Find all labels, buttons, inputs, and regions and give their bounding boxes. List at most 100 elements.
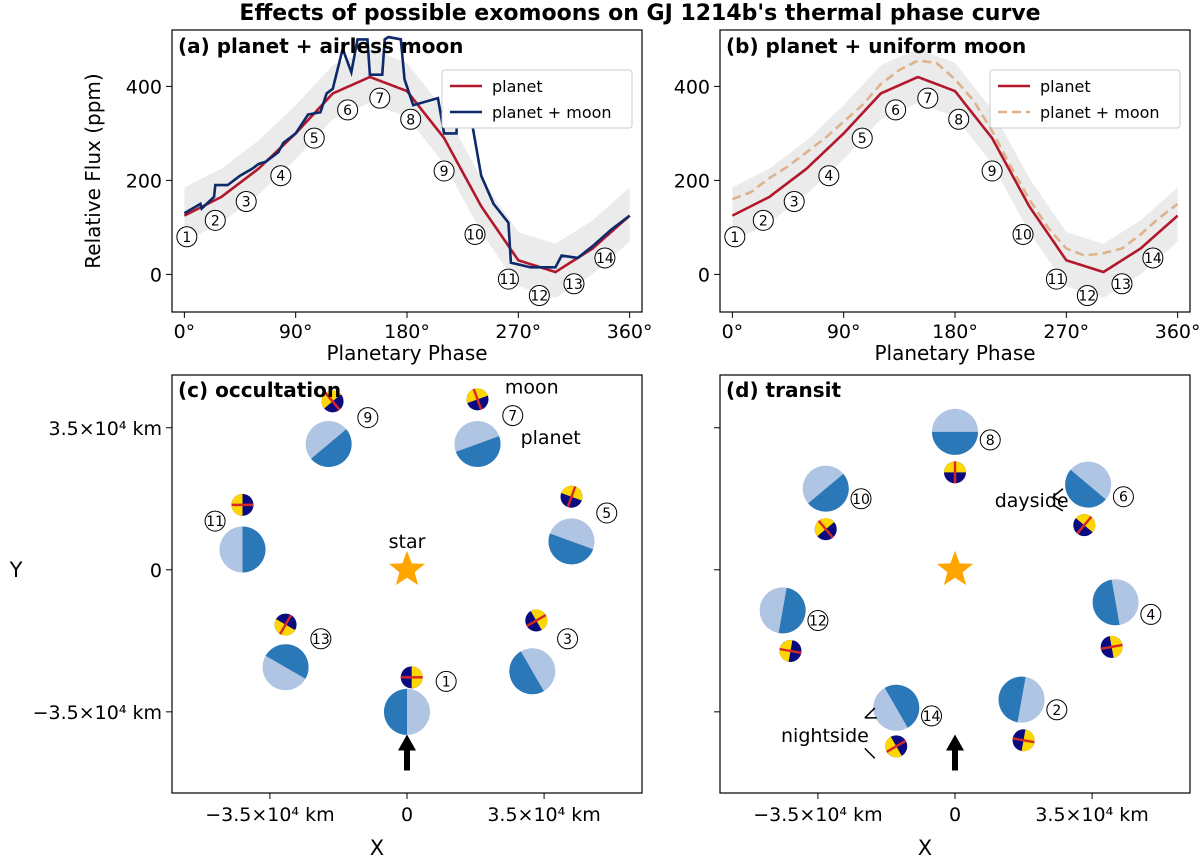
x-tick-label: 3.5×10⁴ km <box>487 804 600 826</box>
y-tick-label: 200 <box>126 170 162 192</box>
x-tick-label: 270° <box>1043 321 1089 343</box>
phase-marker-label: 4 <box>276 169 285 185</box>
body-index-label: 7 <box>508 409 517 425</box>
body-index-circle <box>502 405 524 427</box>
moon-terminator-stripe <box>1076 515 1093 535</box>
body-index-circle <box>435 670 457 692</box>
body-index-circle <box>357 407 379 429</box>
phase-marker-label: 5 <box>310 131 319 147</box>
body-index-circle <box>807 610 829 632</box>
phase-marker-label: 14 <box>596 251 614 267</box>
y-tick-label: 200 <box>674 170 710 192</box>
phase-marker-circle <box>204 209 226 231</box>
phase-marker-circle <box>528 285 550 307</box>
phase-marker-label: 3 <box>790 195 799 211</box>
moon-terminator-stripe <box>324 392 341 411</box>
y-tick-label: 0 <box>150 560 162 582</box>
phase-marker-label: 5 <box>858 131 867 147</box>
phase-marker-label: 3 <box>242 195 251 211</box>
uncertainty-band <box>732 48 1178 298</box>
body-index-label: 14 <box>923 709 941 725</box>
moon-terminator-stripe <box>817 520 834 539</box>
y-tick-label: 3.5×10⁴ km <box>49 418 162 440</box>
panel-title: (c) occultation <box>178 378 341 402</box>
phase-marker-label: 12 <box>530 289 548 305</box>
x-axis-label: X <box>918 836 932 859</box>
observer-arrow-shaft <box>952 748 958 771</box>
phase-marker-circle <box>818 165 840 187</box>
y-tick-label: 0 <box>150 264 162 286</box>
moon-terminator-stripe <box>886 739 907 753</box>
x-axis-label: Planetary Phase <box>874 341 1035 365</box>
moon-label: moon <box>505 376 559 398</box>
x-tick-label: 0° <box>174 321 196 343</box>
legend-label-planet: planet <box>1040 77 1091 96</box>
phase-marker-circle <box>400 108 422 130</box>
x-tick-label: 3.5×10⁴ km <box>1035 804 1148 826</box>
x-axis-label: Planetary Phase <box>326 341 487 365</box>
phase-marker-label: 2 <box>759 213 768 229</box>
phase-marker-label: 6 <box>343 103 352 119</box>
x-tick-label: 0° <box>722 321 744 343</box>
star-icon <box>388 550 426 586</box>
body-index-circle <box>596 502 618 524</box>
moon-terminator-stripe <box>526 613 547 628</box>
observer-arrow-head <box>946 734 964 751</box>
body-index-label: 13 <box>312 632 330 648</box>
phase-marker-label: 10 <box>466 227 484 243</box>
x-tick-label: −3.5×10⁴ km <box>205 804 334 826</box>
phase-marker-label: 11 <box>500 272 518 288</box>
phase-marker-label: 1 <box>182 230 191 246</box>
body-index-label: 1 <box>442 674 451 690</box>
x-axis-label: X <box>370 836 384 859</box>
y-axis-label: Y <box>9 558 23 582</box>
observer-arrow-head <box>398 734 416 751</box>
phase-marker-label: 10 <box>1014 227 1032 243</box>
planet-day-half <box>778 587 806 634</box>
panel-title: (d) transit <box>726 378 841 402</box>
phase-marker-circle <box>752 209 774 231</box>
x-tick-label: 180° <box>384 321 430 343</box>
moon-terminator-stripe <box>779 647 802 655</box>
moon-terminator-stripe <box>472 388 483 411</box>
planet-curve <box>183 75 631 274</box>
phase-marker-circle <box>594 247 616 269</box>
phase-marker-circle <box>464 223 486 245</box>
body-index-circle <box>1112 486 1134 508</box>
planet-day-half <box>932 431 978 455</box>
body-index-circle <box>204 510 226 532</box>
moon-terminator-stripe <box>279 614 293 635</box>
figure-title: Effects of possible exomoons on GJ 1214b… <box>239 1 1040 26</box>
planet-day-half <box>509 651 544 695</box>
phase-marker-circle <box>176 226 198 248</box>
phase-marker-circle <box>1012 223 1034 245</box>
y-axis-label: Relative Flux (ppm) <box>81 73 105 268</box>
panel-title: (a) planet + airless moon <box>178 34 463 58</box>
planet-day-half <box>808 473 849 512</box>
x-tick-label: 0 <box>949 804 961 826</box>
phase-marker-label: 14 <box>1144 251 1162 267</box>
planet-day-half <box>242 526 266 573</box>
phase-marker-circle <box>1045 268 1067 290</box>
moon-terminator-stripe <box>566 486 577 508</box>
body-index-label: 12 <box>809 614 827 630</box>
phase-marker-label: 7 <box>375 91 384 107</box>
legend-box <box>989 69 1181 129</box>
planet-day-half <box>998 676 1026 723</box>
y-tick-label: 0 <box>698 264 710 286</box>
phase-marker-circle <box>917 87 939 109</box>
phase-marker-circle <box>1076 285 1098 307</box>
phase-marker-circle <box>563 273 585 295</box>
x-tick-label: 180° <box>932 321 978 343</box>
phase-marker-label: 2 <box>211 213 220 229</box>
phase-marker-label: 12 <box>1078 289 1096 305</box>
x-tick-label: 360° <box>1155 321 1200 343</box>
dayside-label: dayside <box>995 490 1069 512</box>
planet-day-half <box>884 684 920 728</box>
body-index-circle <box>557 628 579 650</box>
body-index-circle <box>310 628 332 650</box>
x-tick-label: 270° <box>495 321 541 343</box>
phase-marker-label: 9 <box>988 164 997 180</box>
